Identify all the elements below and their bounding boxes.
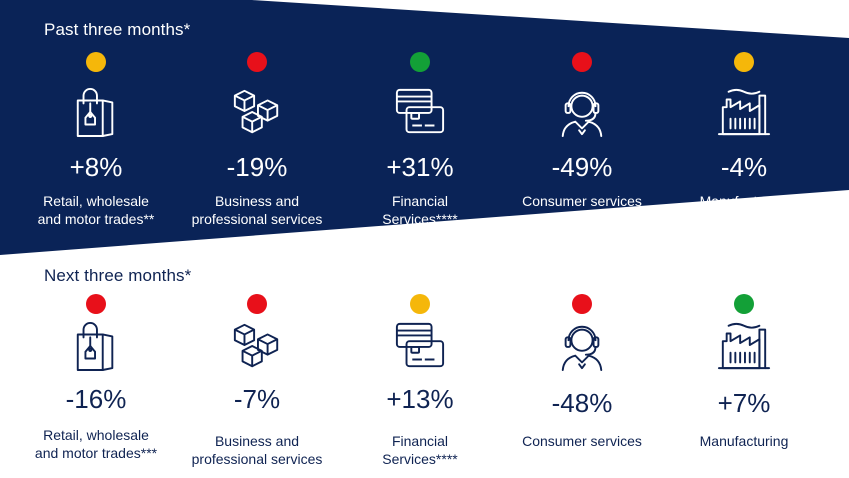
past-consumer-value: -49% — [551, 152, 613, 182]
factory-icon — [717, 86, 771, 138]
past-retail-value: +8% — [69, 152, 123, 182]
boxes-icon — [231, 86, 283, 138]
next-section-title: Next three months* — [44, 266, 192, 285]
credit-cards-icon — [393, 320, 447, 372]
past-item-manufacturing: -4% Manufacturing — [654, 52, 834, 210]
past-manufacturing-value: -4% — [720, 152, 768, 182]
next-financial-label-line2: Services**** — [382, 451, 458, 467]
past-section-title: Past three months* — [44, 20, 191, 39]
status-dot-green — [734, 294, 754, 314]
past-financial-label-line2: Services**** — [382, 211, 458, 227]
next-manufacturing-label-line1: Manufacturing — [699, 433, 789, 449]
status-dot-red — [247, 294, 267, 314]
boxes-icon — [231, 320, 283, 372]
past-manufacturing-label-line1: Manufacturing — [699, 193, 789, 209]
shopping-bag-icon — [72, 320, 120, 372]
credit-cards-icon — [393, 86, 447, 138]
next-financial-label-line1: Financial — [391, 433, 449, 449]
status-dot-green — [410, 52, 430, 72]
next-item-manufacturing: +7% Manufacturing — [654, 294, 834, 450]
next-item-business: -7% Business and professional services — [167, 294, 347, 468]
past-item-financial: +31% Financial Services**** — [330, 52, 510, 228]
past-business-label-line1: Business and — [214, 193, 300, 209]
next-consumer-label-line1: Consumer services — [522, 433, 642, 449]
past-consumer-label-line1: Consumer services — [522, 193, 642, 209]
next-retail-value: -16% — [65, 384, 127, 414]
shopping-bag-icon — [72, 86, 120, 138]
next-item-retail: -16% Retail, wholesale and motor trades*… — [6, 294, 186, 462]
past-retail-label-line2: and motor trades** — [37, 211, 155, 227]
next-business-value: -7% — [233, 384, 281, 414]
next-item-consumer: -48% Consumer services — [492, 294, 672, 450]
status-dot-red — [86, 294, 106, 314]
next-manufacturing-value: +7% — [717, 388, 771, 418]
past-financial-label-line1: Financial — [391, 193, 449, 209]
status-dot-red — [572, 52, 592, 72]
past-retail-label-line1: Retail, wholesale — [43, 193, 149, 209]
next-retail-label-line1: Retail, wholesale — [43, 427, 149, 443]
past-business-value: -19% — [226, 152, 288, 182]
status-dot-red — [247, 52, 267, 72]
next-financial-value: +13% — [386, 384, 454, 414]
next-business-label-line2: professional services — [191, 451, 323, 467]
next-item-financial: +13% Financial Services**** — [330, 294, 510, 468]
next-retail-label-line2: and motor trades*** — [34, 445, 158, 461]
status-dot-amber — [410, 294, 430, 314]
status-dot-red — [572, 294, 592, 314]
headset-agent-icon — [556, 320, 608, 372]
status-dot-amber — [734, 52, 754, 72]
past-item-retail: +8% Retail, wholesale and motor trades** — [6, 52, 186, 228]
past-item-consumer: -49% Consumer services — [492, 52, 672, 210]
next-business-label-line1: Business and — [214, 433, 300, 449]
factory-icon — [717, 320, 771, 372]
past-financial-value: +31% — [386, 152, 454, 182]
past-item-business: -19% Business and professional services — [167, 52, 347, 228]
headset-agent-icon — [556, 86, 608, 138]
next-consumer-value: -48% — [551, 388, 613, 418]
past-business-label-line2: professional services — [191, 211, 323, 227]
status-dot-amber — [86, 52, 106, 72]
